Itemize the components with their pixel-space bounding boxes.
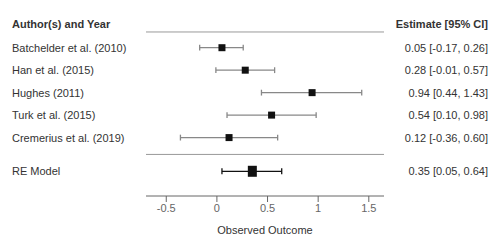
- svg-text:-0.5: -0.5: [157, 202, 176, 214]
- svg-text:0.05 [-0.17, 0.26]: 0.05 [-0.17, 0.26]: [405, 42, 488, 54]
- svg-text:Batchelder et al. (2010): Batchelder et al. (2010): [12, 42, 126, 54]
- svg-text:Turk et al. (2015): Turk et al. (2015): [12, 109, 95, 121]
- svg-text:0.35 [0.05, 0.64]: 0.35 [0.05, 0.64]: [408, 165, 488, 177]
- svg-text:0.54 [0.10, 0.98]: 0.54 [0.10, 0.98]: [408, 109, 488, 121]
- svg-text:0.94 [0.44, 1.43]: 0.94 [0.44, 1.43]: [408, 87, 488, 99]
- svg-text:Hughes (2011): Hughes (2011): [12, 87, 84, 99]
- svg-text:RE Model: RE Model: [12, 165, 60, 177]
- svg-text:Estimate [95% CI]: Estimate [95% CI]: [396, 18, 489, 30]
- svg-text:Cremerius et al. (2019): Cremerius et al. (2019): [12, 132, 125, 144]
- svg-text:0.12 [-0.36, 0.60]: 0.12 [-0.36, 0.60]: [405, 132, 488, 144]
- svg-text:0.5: 0.5: [260, 202, 275, 214]
- svg-text:0: 0: [214, 202, 220, 214]
- svg-text:Author(s) and Year: Author(s) and Year: [12, 18, 111, 30]
- svg-text:1: 1: [315, 202, 321, 214]
- svg-text:Han et al. (2015): Han et al. (2015): [12, 64, 94, 76]
- svg-text:1.5: 1.5: [361, 202, 376, 214]
- svg-text:0.28 [-0.01, 0.57]: 0.28 [-0.01, 0.57]: [405, 64, 488, 76]
- svg-text:Observed Outcome: Observed Outcome: [217, 224, 312, 236]
